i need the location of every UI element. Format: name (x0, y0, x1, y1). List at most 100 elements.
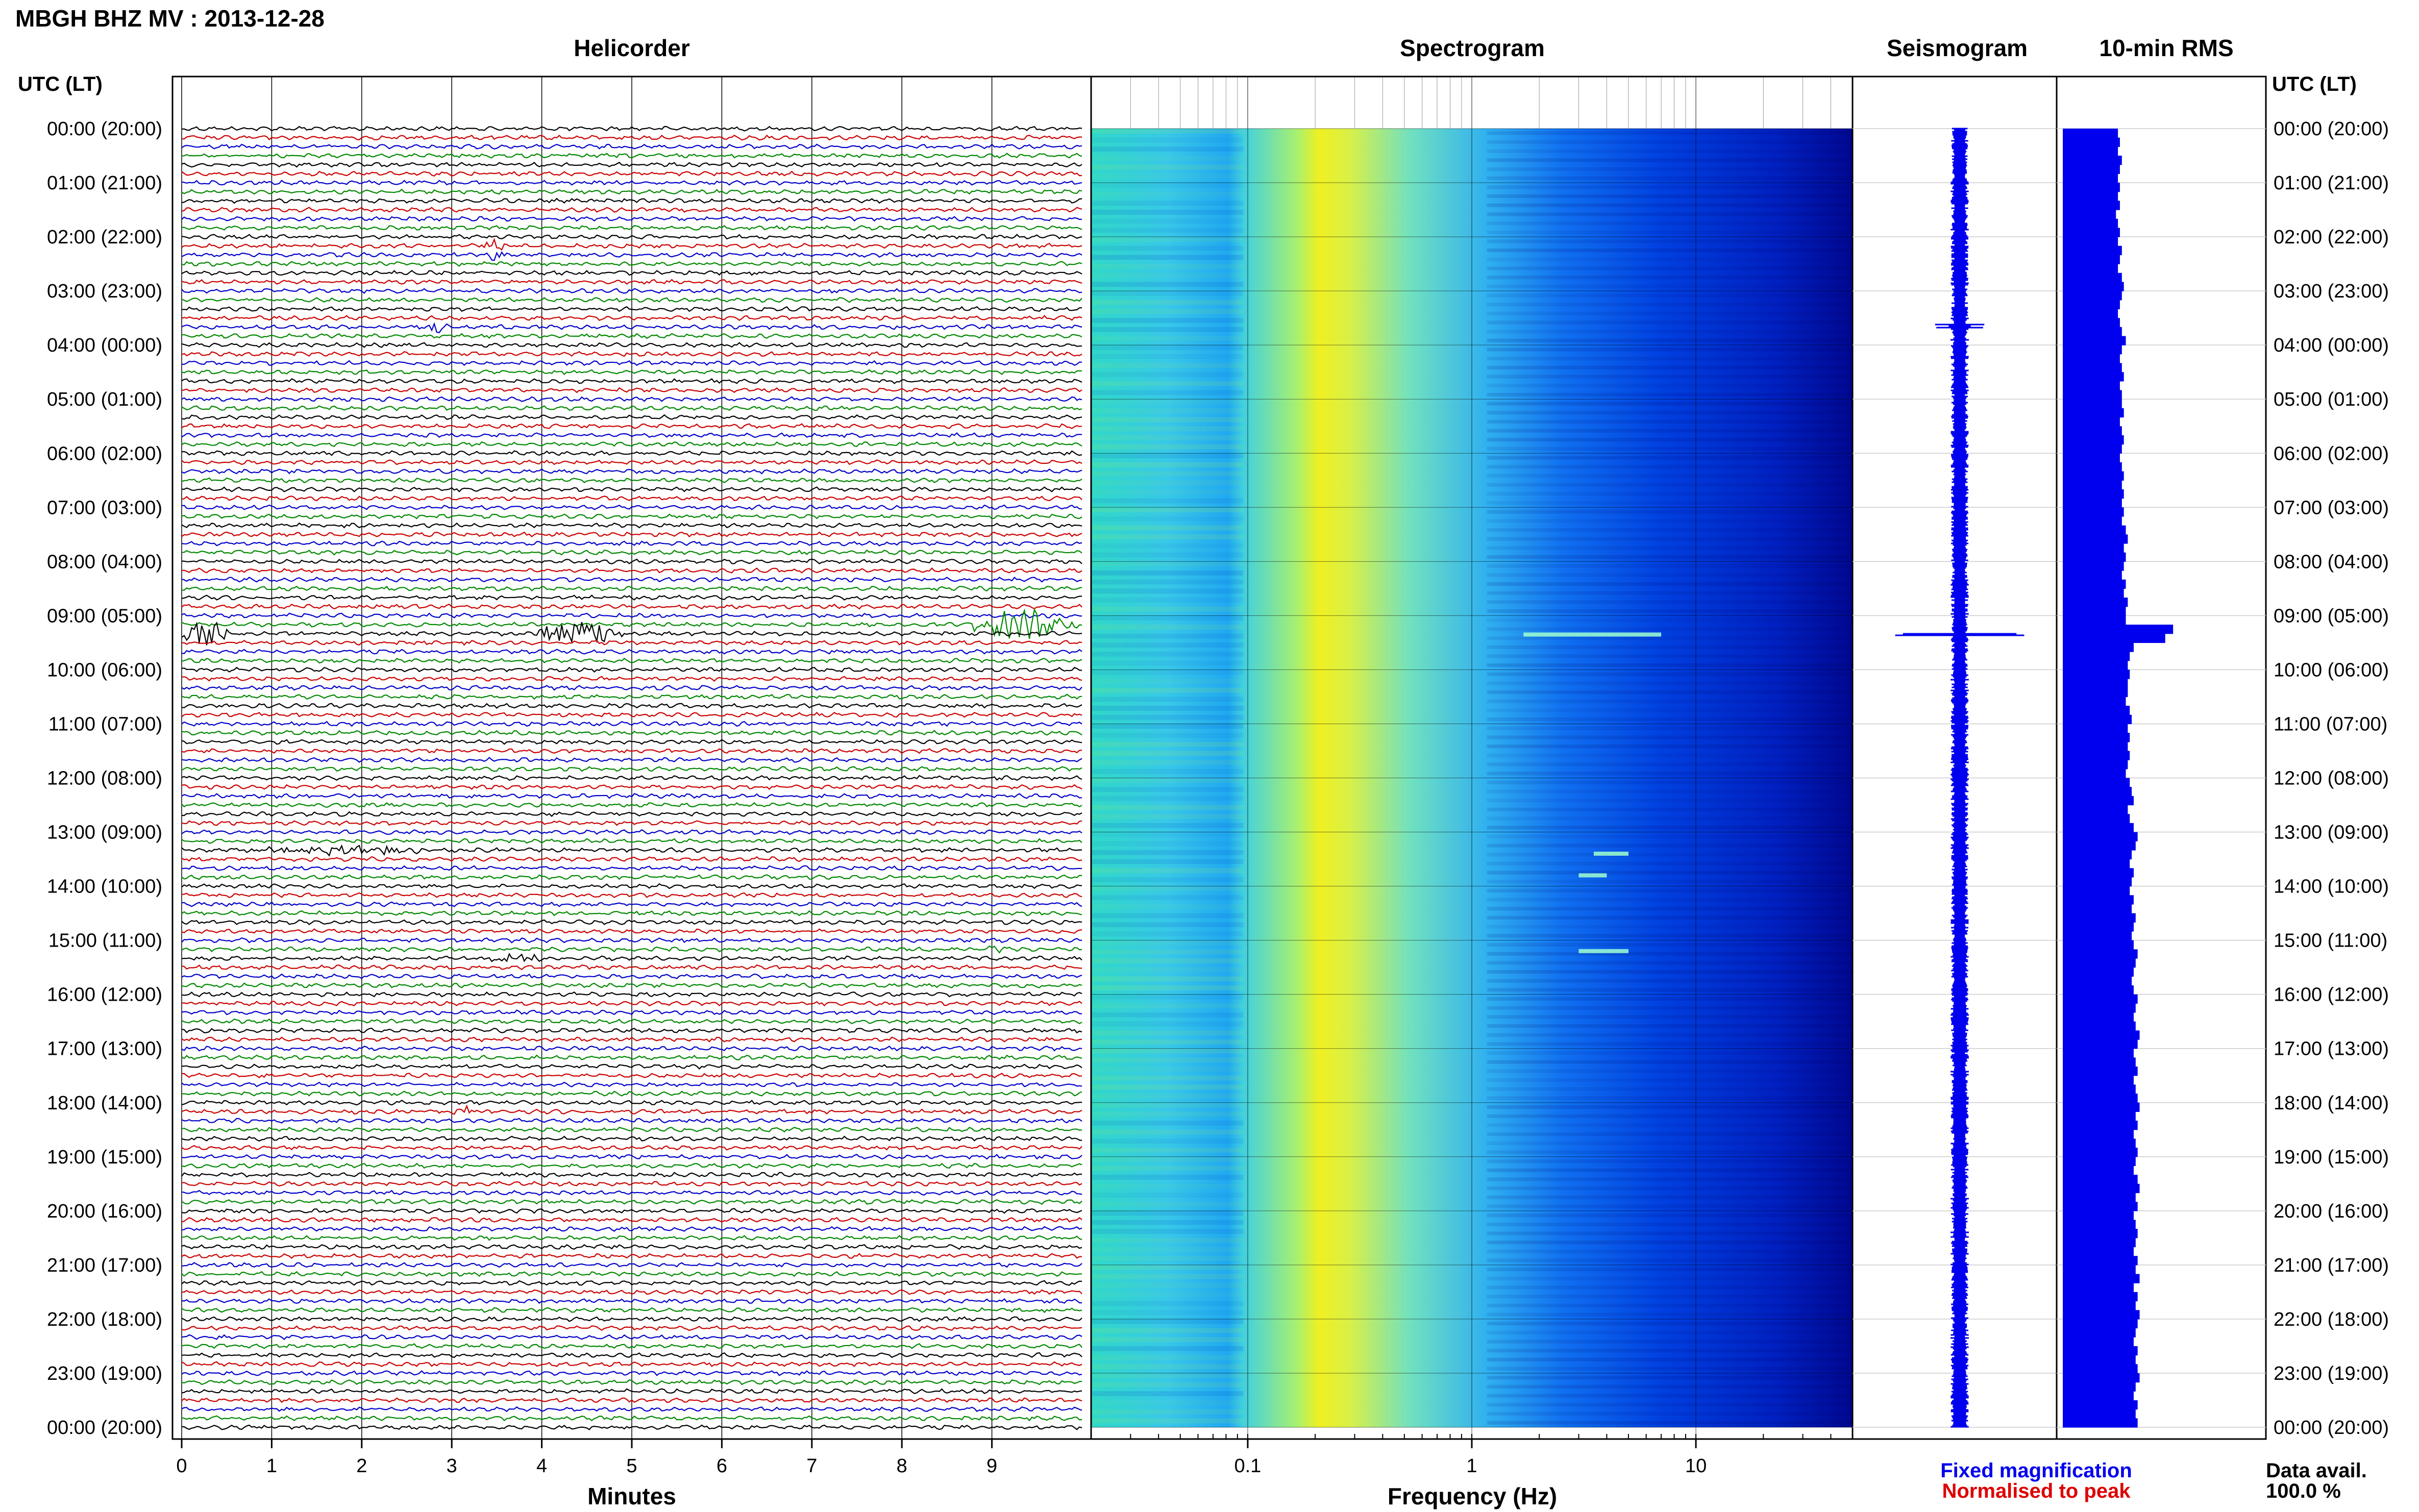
spectrogram-stripe (1487, 888, 1853, 893)
seismogram-title: Seismogram (1887, 35, 2028, 61)
spectrogram-stripe (1487, 1249, 1853, 1253)
rms-bar (2063, 778, 2130, 787)
spectrogram-stripe (1092, 1003, 1244, 1009)
rms-bar (2063, 201, 2120, 210)
spectrogram-stripe (1487, 690, 1853, 695)
spectrogram-stripe (1092, 1175, 1244, 1180)
rms-bar (2063, 985, 2134, 995)
hour-label-right: 05:00 (01:00) (2274, 389, 2389, 410)
hour-label-right: 12:00 (08:00) (2274, 768, 2389, 789)
spectrogram-stripe (1487, 726, 1853, 730)
seismogram-trace (1895, 128, 2025, 1428)
helicorder-trace (181, 180, 1082, 186)
spectrogram-stripe (1092, 1075, 1244, 1081)
rms-bar (2063, 381, 2120, 391)
hour-label-right: 02:00 (22:00) (2274, 227, 2389, 248)
spectrogram-stripe (1487, 745, 1853, 749)
spectrogram-stripe (1092, 615, 1244, 621)
spectrogram-stripe (1487, 429, 1853, 433)
hour-label-right: 15:00 (11:00) (2274, 930, 2387, 952)
spectrogram-stripe (1487, 1195, 1853, 1199)
spectrogram-stripe (1092, 823, 1244, 828)
spectrogram-stripe (1092, 633, 1244, 639)
helicorder-trace (181, 1298, 1082, 1304)
spectrogram-stripe (1487, 1096, 1853, 1100)
spectrogram-stripe (1487, 1367, 1853, 1371)
helicorder-trace (182, 1234, 1082, 1241)
rms-bar (2063, 1138, 2136, 1148)
spectrogram-stripe (1092, 931, 1244, 936)
helicorder-trace (181, 1145, 1082, 1151)
spectrogram-stripe (1487, 1303, 1853, 1307)
helicorder-trace (181, 1262, 1082, 1268)
helicorder-trace (181, 1415, 1082, 1422)
spectrogram-stripe (1487, 1411, 1853, 1416)
spectrogram-stripe (1487, 330, 1853, 334)
spectrogram-stripe (1487, 546, 1853, 550)
rms-bar (2063, 444, 2122, 454)
rms-bar (2063, 706, 2130, 715)
rms-bar (2063, 1283, 2134, 1293)
spectrogram-stripe (1487, 1078, 1853, 1082)
helicorder-trace (181, 306, 1082, 312)
spectrogram-stripe (1487, 898, 1853, 902)
spectrogram-stripe (1487, 1403, 1853, 1407)
spectrogram-stripe (1092, 489, 1244, 494)
rms-bar (2063, 741, 2128, 752)
spectrogram-stripe (1092, 1148, 1244, 1153)
spectrogram-stripe (1092, 218, 1244, 224)
spectrogram-stripe (1487, 266, 1853, 270)
helicorder-trace (181, 558, 1082, 564)
helicorder-trace (181, 522, 1082, 529)
rms-bar (2063, 1328, 2136, 1337)
helicorder-trace (181, 657, 1082, 664)
hour-label-right: 16:00 (12:00) (2274, 984, 2389, 1006)
rms-bar (2063, 1084, 2136, 1094)
hour-label-right: 04:00 (00:00) (2274, 335, 2389, 356)
helicorder-trace (181, 237, 1082, 251)
spectrogram-stripe (1487, 1015, 1853, 1019)
helicorder-trace (181, 531, 1082, 538)
helicorder-trace (181, 844, 1082, 857)
spectrogram-stripe (1092, 462, 1244, 467)
spectrogram-stripe (1487, 1168, 1853, 1172)
spectrogram-stripe (1487, 925, 1853, 929)
spectrogram-stripe (1092, 805, 1244, 810)
rms-bar (2063, 805, 2128, 814)
spectrogram-stripe (1487, 591, 1853, 595)
helicorder-trace (181, 1280, 1082, 1286)
rms-bar (2063, 462, 2122, 472)
spectrogram-stripe (1487, 1186, 1853, 1191)
spectrogram-stripe (1487, 249, 1853, 253)
helicorder-trace (181, 1099, 1082, 1106)
spectrogram-stripe (1487, 212, 1853, 216)
helicorder-trace (181, 216, 1082, 222)
spectrogram-stripe (1487, 961, 1853, 965)
helicorder-trace (181, 1334, 1082, 1341)
spectrogram-stripe (1487, 717, 1853, 722)
helicorder-trace (181, 486, 1082, 492)
rms-bar (2063, 615, 2126, 625)
rms-bar (2063, 679, 2128, 688)
spectrogram-stripe (1487, 844, 1853, 848)
rms-bar (2063, 318, 2120, 328)
helicorder-trace (181, 1045, 1082, 1052)
spectrogram-stripe (1092, 390, 1244, 395)
helicorder-trace (181, 126, 1082, 132)
rms-bar (2063, 129, 2118, 138)
rms-bar (2063, 1193, 2136, 1202)
spectrogram-stripe (1092, 183, 1244, 188)
spectrogram-stripe (1092, 372, 1244, 377)
spectrogram-stripe (1487, 492, 1853, 496)
helicorder-trace (181, 1379, 1082, 1385)
helicorder-trace (181, 1289, 1082, 1295)
spectrogram-stripe (1092, 336, 1244, 341)
spectrogram-stripe (1092, 264, 1244, 269)
spectrogram-stripe (1092, 1382, 1244, 1387)
spectrogram-stripe (1487, 149, 1853, 153)
helicorder-trace (181, 1135, 1082, 1142)
rms-bar (2063, 940, 2134, 950)
rms-bar (2063, 579, 2126, 589)
spectrogram-stripe (1487, 1177, 1853, 1181)
legend-normalised-to-peak: Normalised to peak (1942, 1480, 2131, 1502)
